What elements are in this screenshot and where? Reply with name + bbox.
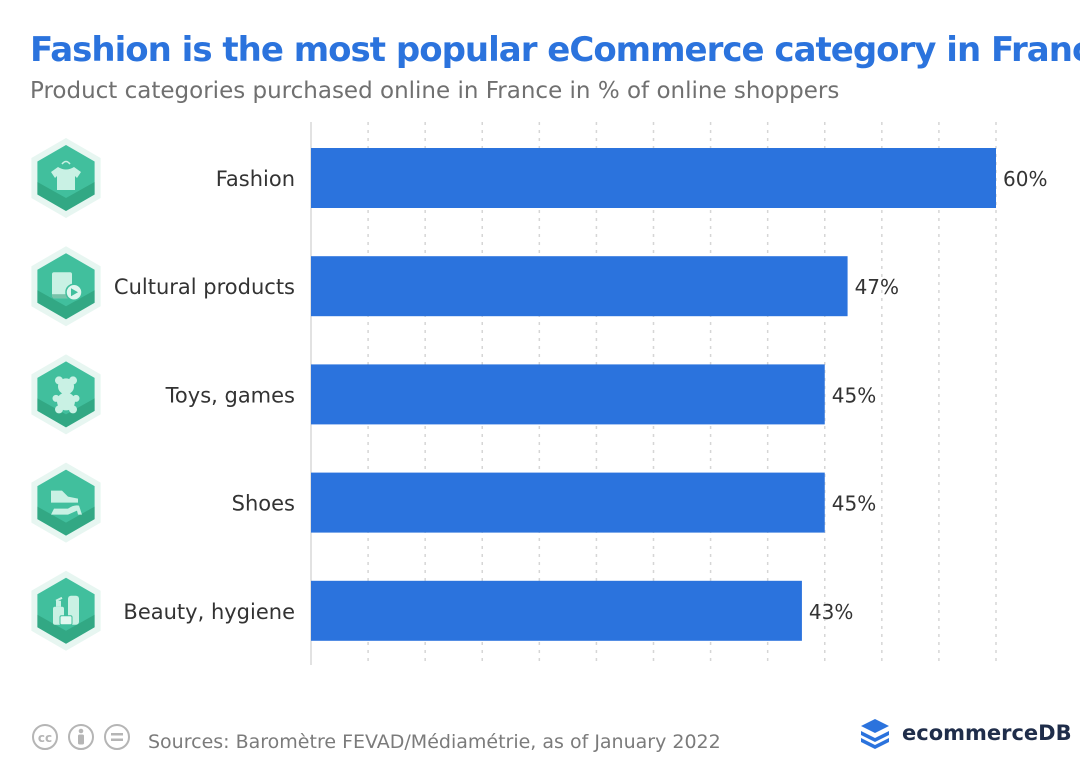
bar-chart: Fashion Cultural products Toys, games Shoes… [31,122,1047,665]
data-label: 60% [1003,167,1047,191]
bar [311,472,825,533]
category-label: Shoes [232,492,295,516]
bar [311,364,825,425]
license-icons: cc [32,724,130,750]
cc-icon: cc [32,724,58,750]
category-label: Beauty, hygiene [123,600,295,624]
data-label: 45% [832,492,876,516]
category-label: Fashion [216,167,295,191]
media-icon [31,246,101,327]
svg-text:cc: cc [38,731,52,745]
chart-title: Fashion is the most popular eCommerce ca… [30,30,1080,70]
data-label: 47% [855,275,899,299]
data-label: 43% [809,600,853,624]
no-derivatives-icon [104,724,130,750]
tshirt-icon [31,138,101,218]
bar [311,148,996,208]
category-label: Cultural products [114,275,295,299]
bar [311,256,848,317]
category-label: Toys, games [165,383,295,407]
shoes-icon [31,462,101,543]
cosmetics-icon [31,570,101,651]
brand-logo: ecommerceDB [858,713,1072,753]
source-note: Sources: Baromètre FEVAD/Médiamétrie, as… [148,731,721,753]
attribution-icon [68,724,94,750]
chart-subtitle: Product categories purchased online in F… [30,78,840,104]
data-label: 45% [832,383,876,407]
brand-name: ecommerceDB [902,721,1072,745]
teddy-bear-icon [31,354,101,435]
bar [311,580,802,641]
ecommercedb-logo-icon [861,719,889,749]
